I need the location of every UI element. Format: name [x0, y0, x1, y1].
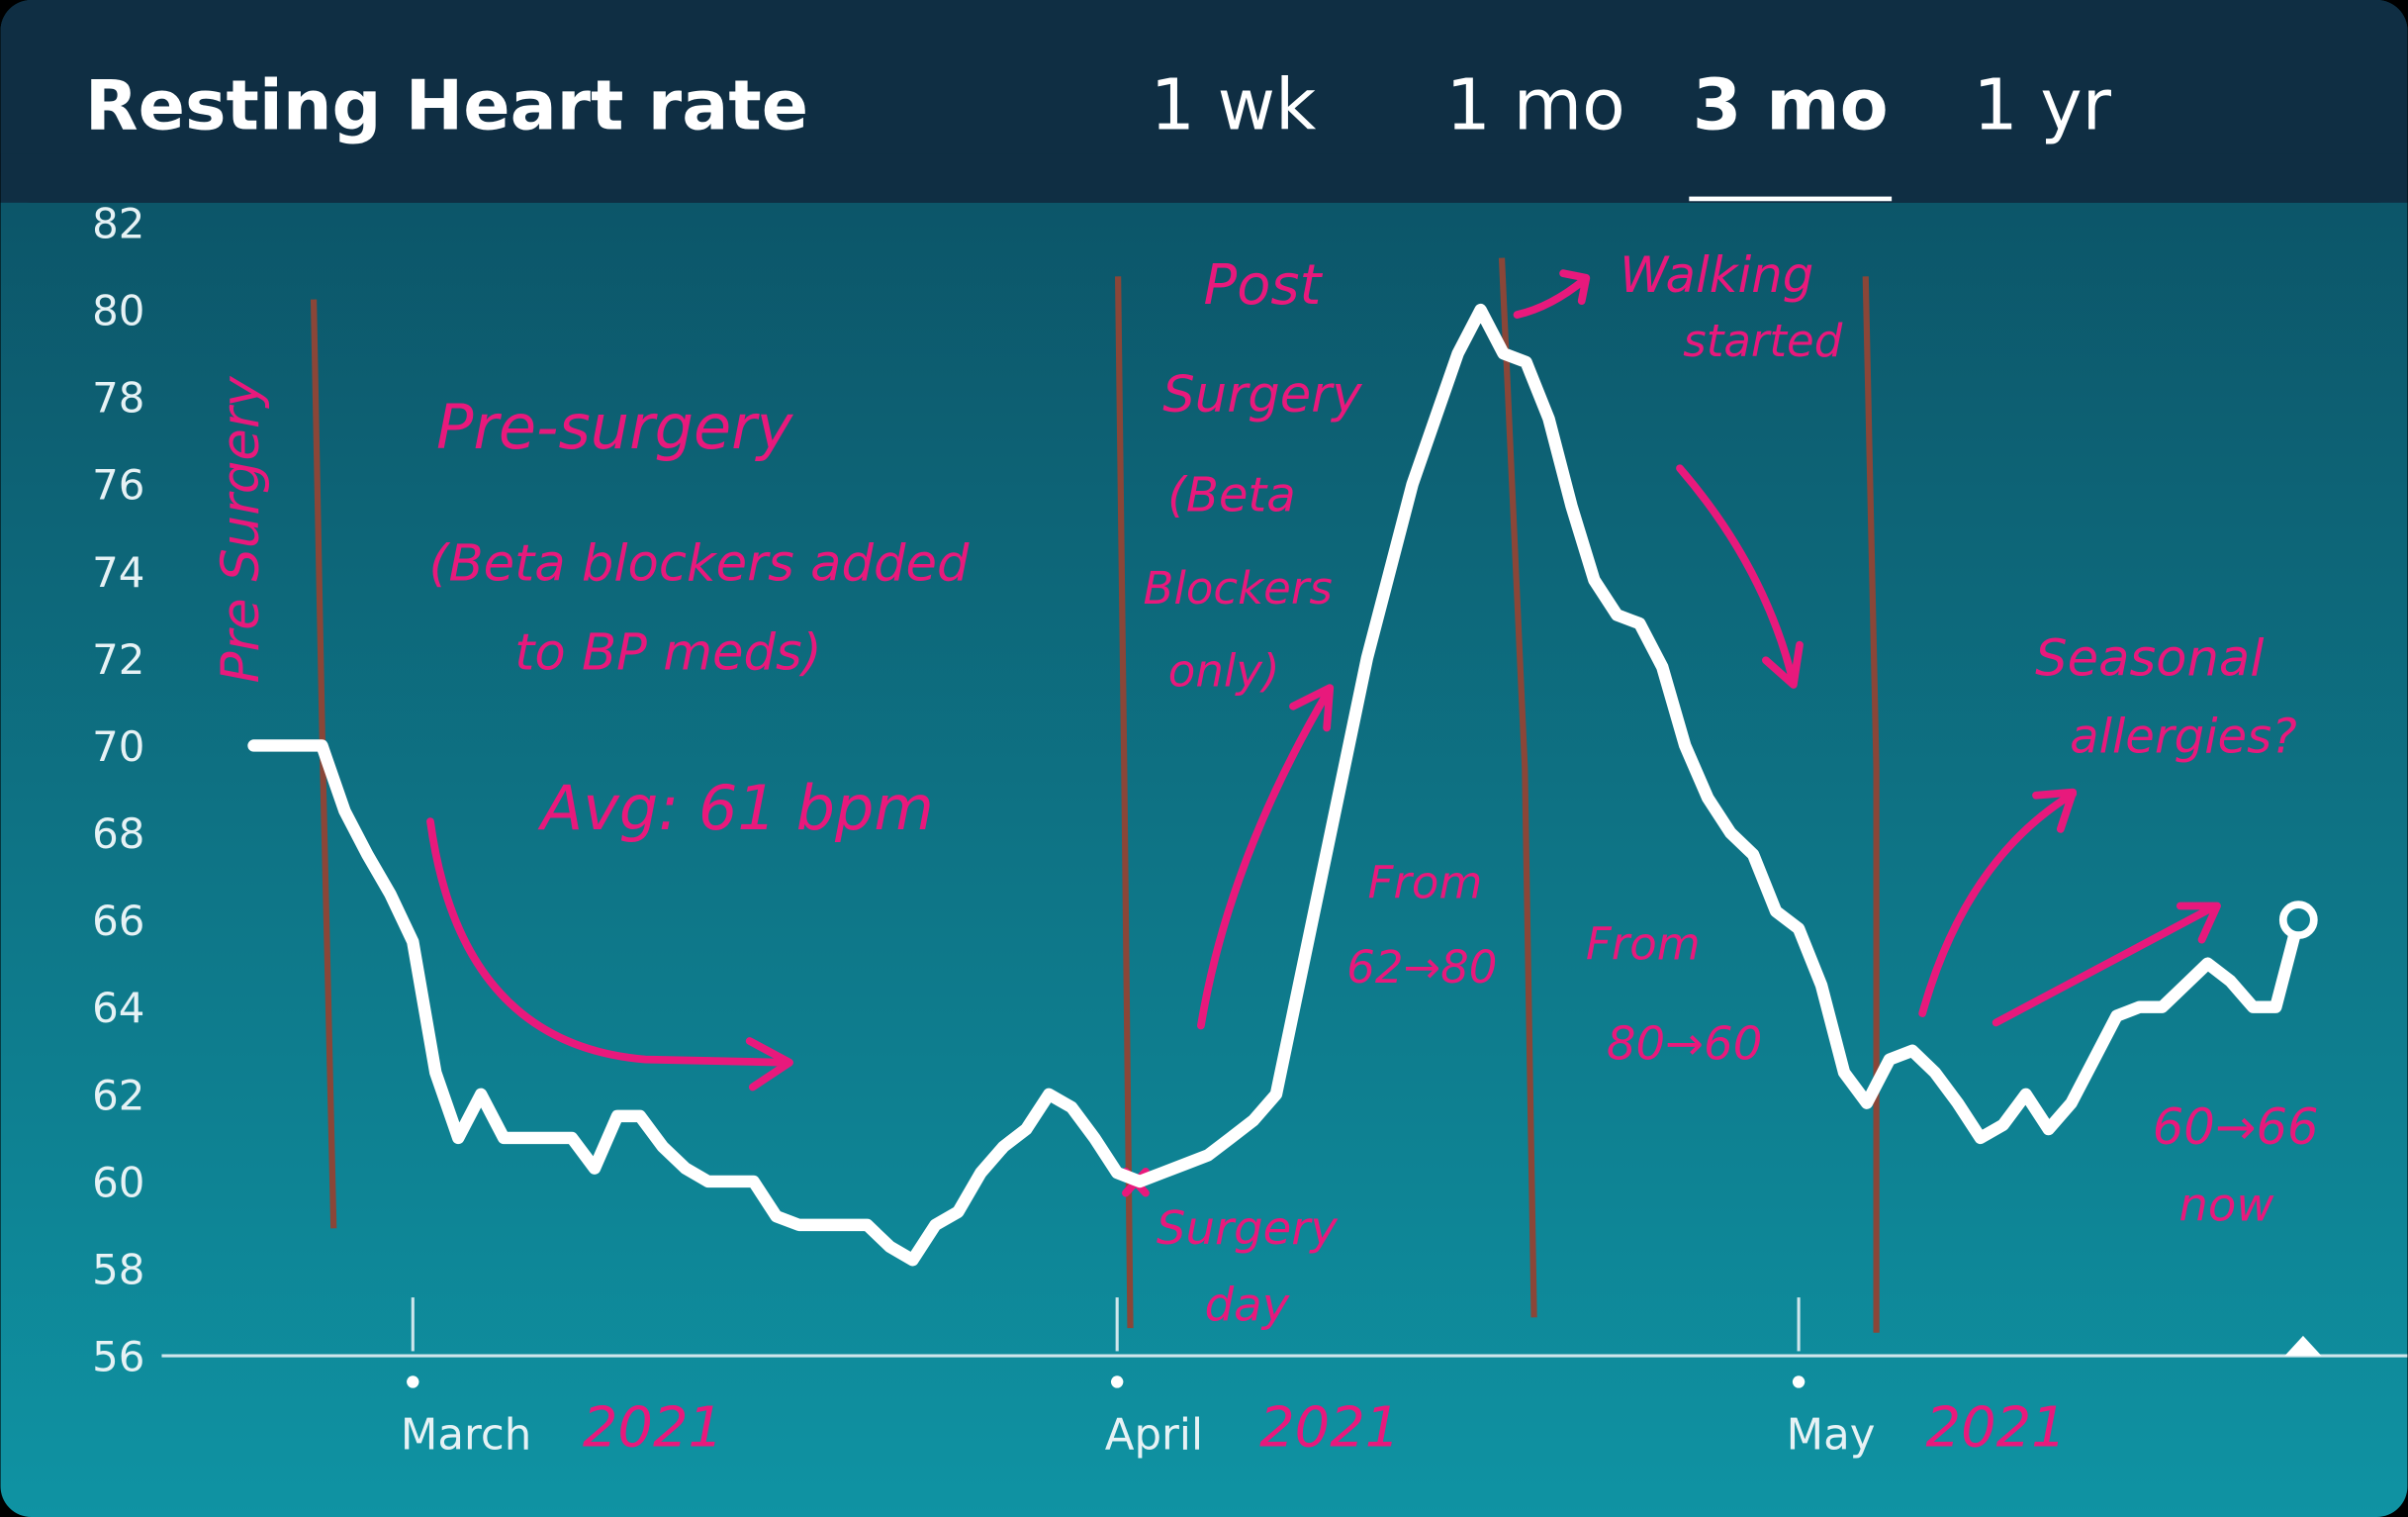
y-tick-label: 58	[92, 1246, 144, 1294]
x-tick-label: April	[1105, 1411, 1203, 1461]
arrow	[1991, 901, 2221, 1027]
arrow	[426, 817, 793, 1091]
heart-rate-line	[247, 303, 2305, 1267]
last-point	[2278, 901, 2318, 940]
annotation-lines	[310, 257, 1880, 1333]
annotation: Blockers	[1143, 562, 1332, 615]
brown-line	[310, 299, 337, 1229]
x-tick-label: May	[1787, 1411, 1876, 1461]
y-tick-label: 74	[92, 548, 144, 597]
tab[interactable]: 1 mo	[1446, 63, 1625, 145]
tab[interactable]: 3 mo	[1693, 63, 1889, 145]
x-tick-label: March	[401, 1411, 531, 1461]
header-bar-bottom	[0, 153, 2408, 203]
annotation: Post	[1204, 253, 1324, 318]
arrow	[1513, 269, 1591, 319]
annotation: to BP meds)	[514, 623, 821, 683]
y-tick-label: 64	[92, 984, 144, 1032]
y-tick-label: 60	[92, 1158, 144, 1206]
annotation: (Beta	[1167, 468, 1296, 523]
annotation: 2021	[583, 1396, 723, 1461]
tab-underline	[1689, 196, 1893, 202]
y-tick-label: 76	[92, 461, 144, 510]
y-tick-label: 72	[92, 635, 144, 684]
annotation: From	[1586, 918, 1701, 971]
arrow	[1197, 684, 1335, 1030]
annotation: Pre-surgery	[436, 391, 794, 463]
x-tick-dot	[1792, 1375, 1806, 1388]
x-tick-dot	[1110, 1375, 1124, 1388]
annotation: 2021	[1926, 1396, 2067, 1461]
brown-line	[1862, 276, 1880, 1333]
header-bar	[0, 0, 2408, 203]
annotation: now	[2178, 1179, 2274, 1232]
y-tick-label: 66	[92, 897, 144, 945]
y-tick-label: 68	[92, 809, 144, 858]
arrow	[1918, 788, 2078, 1017]
annotation: 80→60	[1607, 1017, 1762, 1071]
title: Resting Heart rate	[85, 65, 808, 145]
brown-line	[1115, 276, 1134, 1329]
tab[interactable]: 1 wk	[1151, 63, 1317, 145]
y-tick-label: 80	[92, 287, 144, 335]
y-tick-label: 70	[92, 722, 144, 771]
y-tick-label: 56	[92, 1333, 144, 1381]
annotation: only)	[1168, 645, 1280, 698]
scroll-marker	[2284, 1335, 2322, 1357]
annotation: 2021	[1259, 1396, 1400, 1461]
annotation: 62→80	[1346, 941, 1497, 994]
annotation: Surgery	[1162, 365, 1362, 425]
annotation: From	[1368, 857, 1483, 909]
annotation: Walking	[1620, 246, 1813, 304]
y-tick-label: 82	[92, 200, 144, 248]
tabs: 1 wk 1 mo 3 mo 1 yr	[1151, 63, 2112, 145]
annotation: allergies?	[2070, 709, 2297, 764]
annotation: Surgery	[1157, 1201, 1339, 1255]
annotation: 60→66	[2153, 1098, 2319, 1156]
x-tick-dot	[407, 1375, 419, 1388]
annotation: Avg: 61 bpm	[537, 772, 934, 844]
annotation: Pre Surgery	[211, 375, 271, 683]
annotation-arrows	[426, 269, 2221, 1197]
annotation: Seasonal	[2035, 629, 2264, 689]
brown-line	[1498, 257, 1537, 1318]
arrow	[1676, 464, 1804, 689]
annotation: started	[1683, 315, 1842, 367]
tab[interactable]: 1 yr	[1973, 63, 2111, 145]
annotation: (Beta blockers added	[429, 534, 970, 594]
annotation: day	[1205, 1278, 1291, 1331]
y-tick-label: 78	[92, 374, 144, 423]
y-tick-label: 62	[92, 1071, 144, 1119]
